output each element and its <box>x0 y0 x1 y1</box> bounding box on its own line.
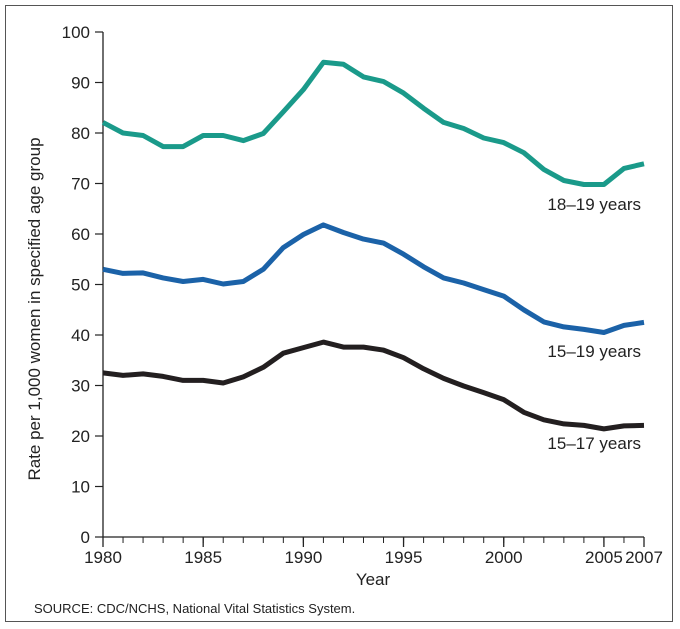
y-tick-label: 70 <box>71 175 90 194</box>
axes <box>102 32 644 538</box>
y-tick-label: 50 <box>71 276 90 295</box>
series-label-3: 15–17 years <box>547 434 641 453</box>
series-line-3 <box>102 339 645 432</box>
y-tick-label: 20 <box>71 427 90 446</box>
x-tick-label: 1990 <box>284 548 322 567</box>
y-tick-label: 90 <box>71 74 90 93</box>
y-tick-label: 0 <box>81 528 90 547</box>
x-tick-label: 2005 <box>585 548 623 567</box>
y-tick-label: 10 <box>71 478 90 497</box>
y-tick-label: 80 <box>71 124 90 143</box>
x-tick-label: 2007 <box>625 548 663 567</box>
series-label-1: 18–19 years <box>547 195 641 214</box>
y-tick-label: 30 <box>71 377 90 396</box>
series-labels: 18–19 years 15–19 years 15–17 years <box>547 195 641 453</box>
series-line-1 <box>101 59 645 187</box>
series-line-2 <box>102 222 645 335</box>
y-tick-label: 100 <box>62 23 90 42</box>
y-tick-label: 60 <box>71 225 90 244</box>
y-axis-label: Rate per 1,000 women in specified age gr… <box>25 137 44 480</box>
x-tick-label: 1985 <box>184 548 222 567</box>
y-tick-label: 40 <box>71 326 90 345</box>
x-axis-label: Year <box>356 570 391 589</box>
x-tick-label: 1980 <box>84 548 122 567</box>
source-note: SOURCE: CDC/NCHS, National Vital Statist… <box>34 601 356 616</box>
x-tick-label: 1995 <box>385 548 423 567</box>
x-tick-label: 2000 <box>485 548 523 567</box>
series-lines <box>101 59 645 432</box>
chart-frame <box>5 5 673 622</box>
ticks: 0 10 20 30 40 50 60 70 80 90 100 1980 1985 1990 1995 20… <box>62 23 663 567</box>
series-label-2: 15–19 years <box>547 342 641 361</box>
